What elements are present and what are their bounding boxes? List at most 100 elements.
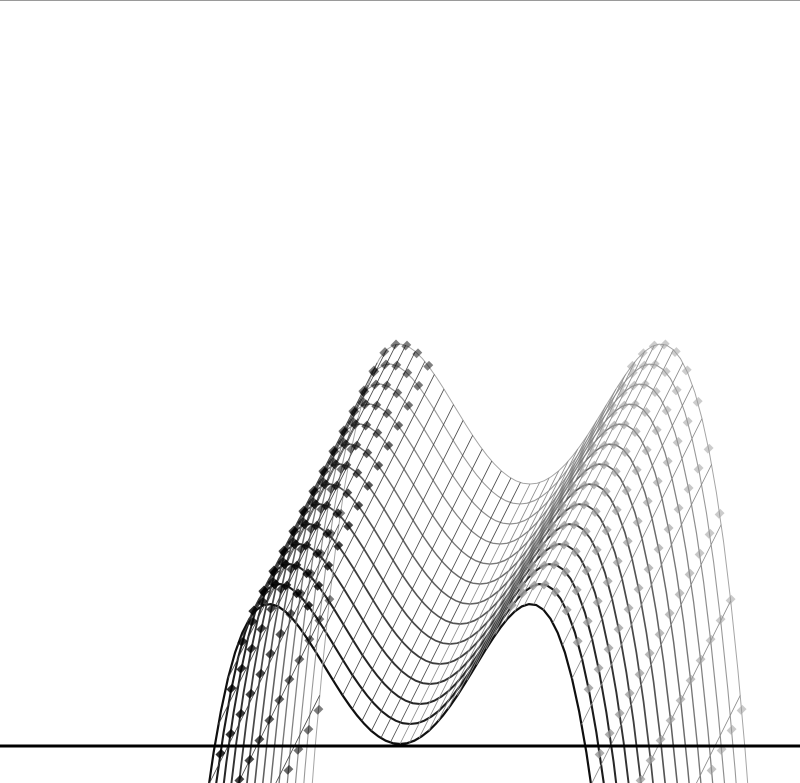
shading-mark-left xyxy=(305,568,316,579)
shading-mark-left xyxy=(236,663,247,674)
shading-mark-left xyxy=(358,385,369,396)
shading-mark-right xyxy=(645,754,656,765)
shading-mark-right xyxy=(617,388,628,399)
shading-mark-right xyxy=(673,503,684,514)
shading-mark-right xyxy=(593,663,604,674)
shading-mark-left xyxy=(254,734,265,745)
shading-mark-left xyxy=(225,728,236,739)
shading-mark-right xyxy=(631,465,642,476)
shading-mark-left xyxy=(270,579,281,590)
shading-mark-right xyxy=(550,587,561,598)
surface-ruling xyxy=(361,460,493,722)
shading-mark-left xyxy=(245,688,256,699)
surface-ruling xyxy=(409,482,540,743)
shading-mark-right xyxy=(599,459,610,470)
shading-mark-left xyxy=(303,724,314,735)
surface-curve xyxy=(215,583,605,783)
surface-ruling xyxy=(380,477,512,739)
shading-mark-right xyxy=(597,428,608,439)
shading-mark-right xyxy=(635,774,646,783)
shading-mark-left xyxy=(393,420,404,431)
shading-mark-right xyxy=(654,628,665,639)
shading-mark-left xyxy=(413,380,424,391)
shading-mark-right xyxy=(557,508,568,519)
shading-mark-left xyxy=(235,708,246,719)
shading-mark-left xyxy=(391,360,402,371)
shading-mark-right xyxy=(538,560,549,571)
shading-mark-right xyxy=(648,340,659,351)
surface-ruling xyxy=(313,388,445,650)
shading-mark-right xyxy=(674,588,685,599)
shading-mark-right xyxy=(616,380,627,391)
shading-mark-right xyxy=(627,368,638,379)
shading-mark-right xyxy=(671,385,682,396)
shading-mark-left xyxy=(226,683,237,694)
shading-mark-left xyxy=(297,516,308,527)
shading-mark-left xyxy=(381,380,392,391)
surface-ruling xyxy=(428,470,560,732)
shading-mark-right xyxy=(633,583,644,594)
shading-mark-right xyxy=(526,560,537,571)
shading-mark-right xyxy=(506,600,517,611)
shading-mark-right xyxy=(621,485,632,496)
shading-mark-left xyxy=(352,468,363,479)
shading-mark-left xyxy=(294,654,305,665)
shading-mark-right xyxy=(548,540,559,551)
shading-mark-right xyxy=(612,556,623,567)
shading-mark-left xyxy=(290,539,301,550)
shading-mark-left xyxy=(298,505,309,516)
shading-mark-right xyxy=(611,505,622,516)
shading-mark-left xyxy=(215,748,226,759)
shading-mark-left xyxy=(368,365,379,376)
shading-mark-right xyxy=(642,496,653,507)
shading-mark-left xyxy=(274,694,285,705)
shading-mark-right xyxy=(725,594,736,605)
shading-mark-left xyxy=(276,583,287,594)
shading-mark-right xyxy=(561,605,572,616)
surface-ruling xyxy=(323,404,454,665)
shading-mark-left xyxy=(287,536,298,547)
shading-mark-left xyxy=(327,456,338,467)
shading-mark-left xyxy=(234,774,245,783)
shading-mark-right xyxy=(556,500,567,511)
surface-curve xyxy=(270,443,690,783)
shading-mark-left xyxy=(278,545,289,556)
shading-mark-right xyxy=(614,708,625,719)
shading-mark-right xyxy=(726,724,737,735)
shading-mark-right xyxy=(630,427,641,438)
shading-mark-left xyxy=(333,540,344,551)
shading-mark-left xyxy=(371,400,382,411)
shading-mark-left xyxy=(310,499,321,510)
shading-mark-left xyxy=(314,614,325,625)
shading-mark-right xyxy=(569,519,580,530)
shading-mark-right xyxy=(609,439,620,450)
shading-mark-right xyxy=(527,568,538,579)
surface-ruling xyxy=(437,460,569,722)
shading-mark-right xyxy=(567,488,578,499)
shading-mark-right xyxy=(594,748,605,759)
shading-mark-right xyxy=(580,527,591,538)
shading-mark-right xyxy=(660,367,671,378)
shading-mark-left xyxy=(342,488,353,499)
surface-ruling xyxy=(390,482,521,743)
shading-mark-right xyxy=(568,500,579,511)
shading-mark-right xyxy=(694,548,705,559)
shading-mark-left xyxy=(423,360,434,371)
shading-mark-right xyxy=(638,360,649,371)
shading-mark-left xyxy=(307,496,318,507)
shading-mark-right xyxy=(558,520,569,531)
shading-mark-left xyxy=(353,500,364,511)
shading-mark-right xyxy=(693,463,704,474)
shading-mark-left xyxy=(383,440,394,451)
shading-mark-right xyxy=(682,416,693,427)
surface-ruling xyxy=(332,420,464,681)
surface-ruling xyxy=(696,695,741,783)
shading-mark-right xyxy=(628,380,639,391)
surface-ruling xyxy=(639,600,732,783)
shading-mark-right xyxy=(659,339,670,350)
shading-mark-right xyxy=(695,654,706,665)
shading-mark-left xyxy=(306,523,317,534)
shading-mark-left xyxy=(300,519,311,530)
shading-mark-right xyxy=(672,436,683,447)
shading-mark-right xyxy=(610,467,621,478)
